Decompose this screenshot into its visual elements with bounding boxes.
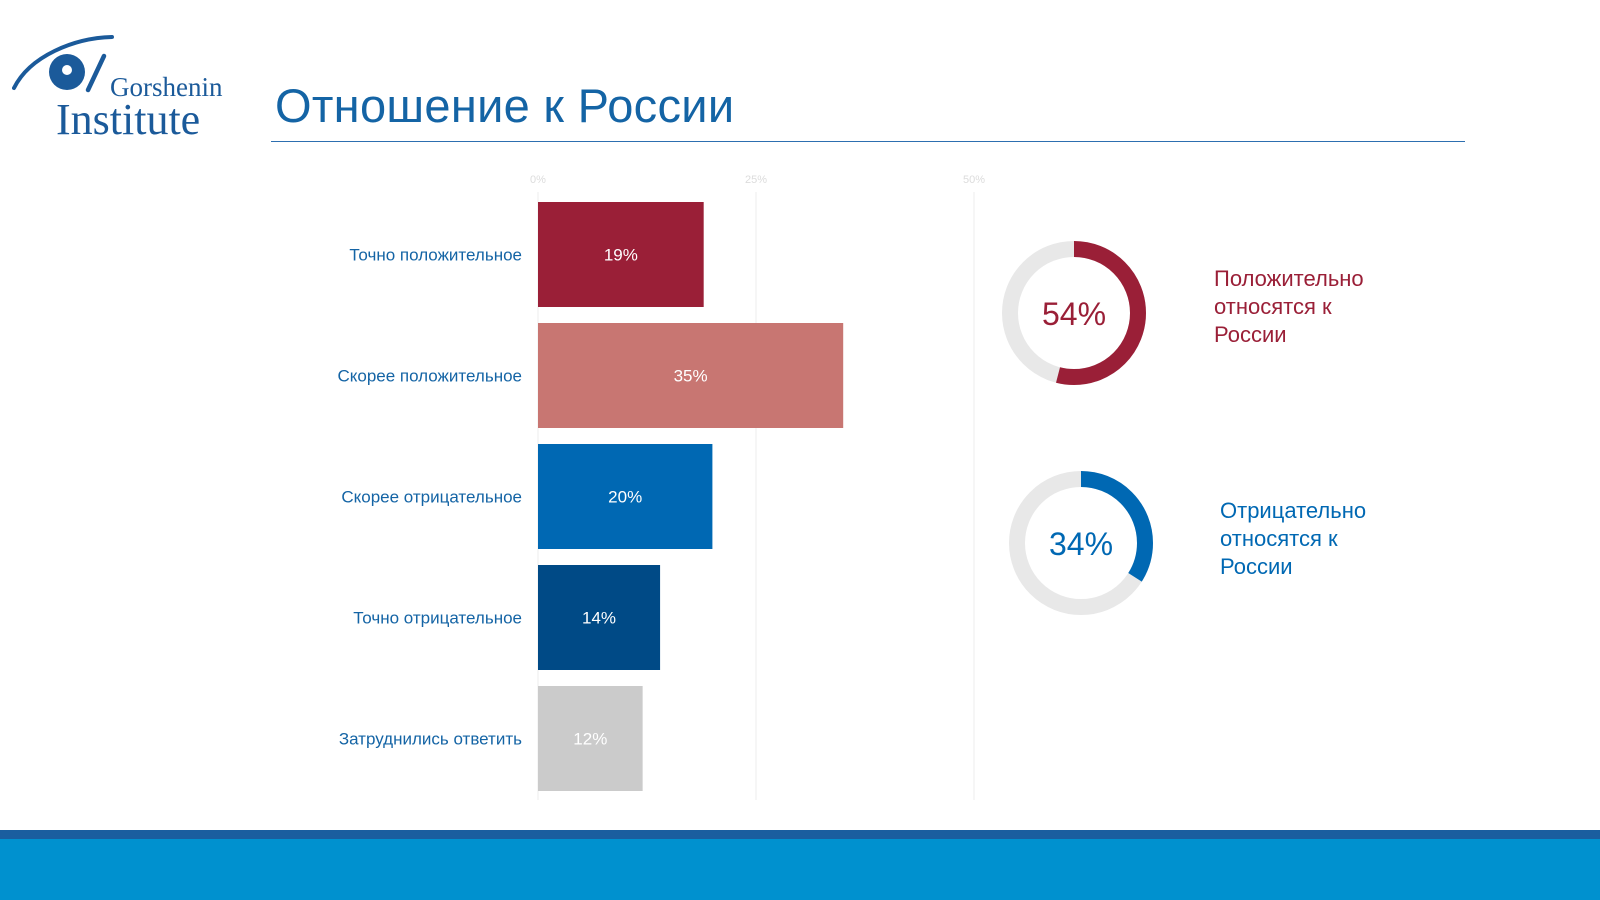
bar [538,686,643,791]
donut-label-line: Положительно [1214,266,1364,291]
bar [538,202,704,307]
category-label: Скорее отрицательное [341,488,522,507]
donut-label-line: Отрицательно [1220,498,1367,523]
donut-value-label: 54% [1042,296,1106,332]
bar-value-label: 12% [573,730,607,749]
donut-value-label: 34% [1049,526,1113,562]
logo-text-gorshenin: Gorshenin [110,72,223,102]
donut-label-line: России [1214,322,1287,347]
footer-band [0,839,1600,900]
donut-label-line: относятся к [1214,294,1332,319]
bar-value-label: 20% [608,488,642,507]
donut-segment [1002,241,1146,385]
gorshenin-logo: Gorshenin Institute [12,30,242,145]
x-tick-label: 0% [530,174,546,186]
donut-segment [1009,471,1153,615]
category-label: Точно положительное [349,246,522,265]
logo-text-institute: Institute [56,95,201,144]
attitude-chart: 0% 25% 50% 19% Точно положительное 35% Скорее … [337,174,1153,800]
donut-negative-label: Отрицательно относятся к России [1220,497,1440,581]
page-title: Отношение к России [275,79,735,132]
bar [538,323,844,428]
bar-value-label: 19% [604,246,638,265]
bar [538,444,713,549]
bar [538,565,661,670]
donut-label-line: России [1220,554,1293,579]
title-divider [271,141,1465,142]
x-tick-label: 25% [745,174,767,186]
category-label: Скорее положительное [337,367,522,386]
category-label: Точно отрицательное [353,609,522,628]
x-tick-label: 50% [963,174,985,186]
category-label: Затруднились ответить [339,730,522,749]
bar-value-label: 14% [582,609,616,628]
donut-positive-label: Положительно относятся к России [1214,265,1434,349]
donut-label-line: относятся к [1220,526,1338,551]
eye-logo-icon [12,35,114,93]
bar-value-label: 35% [674,367,708,386]
footer-stripe [0,830,1600,839]
